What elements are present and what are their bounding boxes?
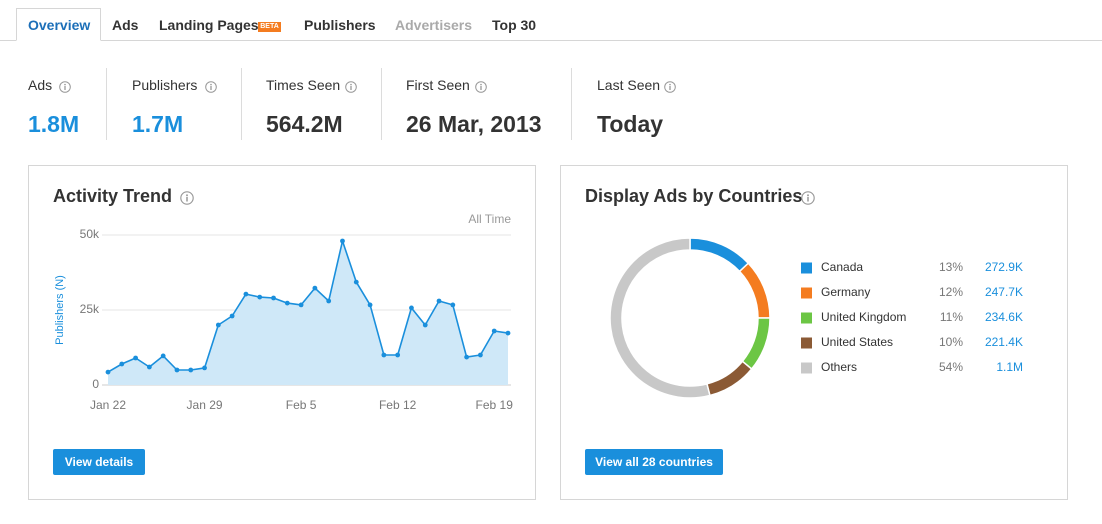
info-glyph (664, 81, 676, 93)
stat-value: 26 Mar, 2013 (406, 111, 542, 137)
stat-value: 1.7M (132, 111, 184, 137)
button[interactable]: View all 28 countries (585, 449, 723, 475)
stat-label: Times Seen (266, 77, 341, 93)
info-circle (475, 81, 487, 93)
info-icon[interactable] (664, 80, 676, 93)
info-circle (664, 81, 676, 93)
info-glyph (59, 81, 71, 93)
tab[interactable]: Landing Pages (159, 17, 259, 33)
active-tab-box (16, 8, 101, 41)
info-circle (801, 191, 815, 205)
separator (241, 68, 242, 140)
info-stem (480, 86, 482, 90)
tab-bar-line (0, 40, 1102, 41)
info-stem (210, 86, 212, 90)
info-stem (350, 86, 352, 90)
info-dot (210, 83, 212, 86)
info-glyph (801, 191, 815, 205)
info-glyph (475, 81, 487, 93)
info-icon[interactable] (59, 80, 71, 93)
info-dot (807, 194, 809, 197)
info-glyph (205, 81, 217, 93)
tab-badge: BETA (258, 22, 281, 32)
info-stem (669, 86, 671, 90)
stat-label: Ads (28, 77, 53, 93)
info-circle (345, 81, 357, 93)
info-stem (64, 86, 66, 90)
info-icon[interactable] (475, 80, 487, 93)
tab[interactable]: Publishers (304, 17, 376, 33)
info-circle (205, 81, 217, 93)
tab[interactable]: Advertisers (395, 17, 473, 33)
panel-title: Activity Trend (53, 186, 173, 206)
info-stem (186, 196, 188, 202)
info-circle (180, 191, 194, 205)
button[interactable]: View details (53, 449, 145, 475)
info-dot (350, 83, 352, 86)
separator (381, 68, 382, 140)
stat-value: Today (597, 111, 664, 137)
info-dot (186, 194, 188, 197)
stat-label: Last Seen (597, 77, 661, 93)
activity-panel (28, 165, 536, 500)
stat-label: Publishers (132, 77, 198, 93)
countries-panel (560, 165, 1068, 500)
tab[interactable]: Ads (112, 17, 139, 33)
panel-title: Display Ads by Countries (585, 186, 803, 206)
info-glyph (345, 81, 357, 93)
info-icon[interactable] (205, 80, 217, 93)
info-stem (807, 196, 809, 202)
info-dot (669, 83, 671, 86)
info-dot (480, 83, 482, 86)
info-icon[interactable] (345, 80, 357, 93)
info-glyph (180, 191, 194, 205)
info-icon[interactable] (180, 191, 194, 205)
tab[interactable]: Overview (28, 17, 91, 33)
stat-value: 1.8M (28, 111, 80, 137)
info-circle (59, 81, 71, 93)
tab[interactable]: Top 30 (492, 17, 537, 33)
separator (106, 68, 107, 140)
stat-value: 564.2M (266, 111, 343, 137)
info-dot (64, 83, 66, 86)
info-icon[interactable] (801, 191, 815, 205)
stat-label: First Seen (406, 77, 470, 93)
separator (571, 68, 572, 140)
